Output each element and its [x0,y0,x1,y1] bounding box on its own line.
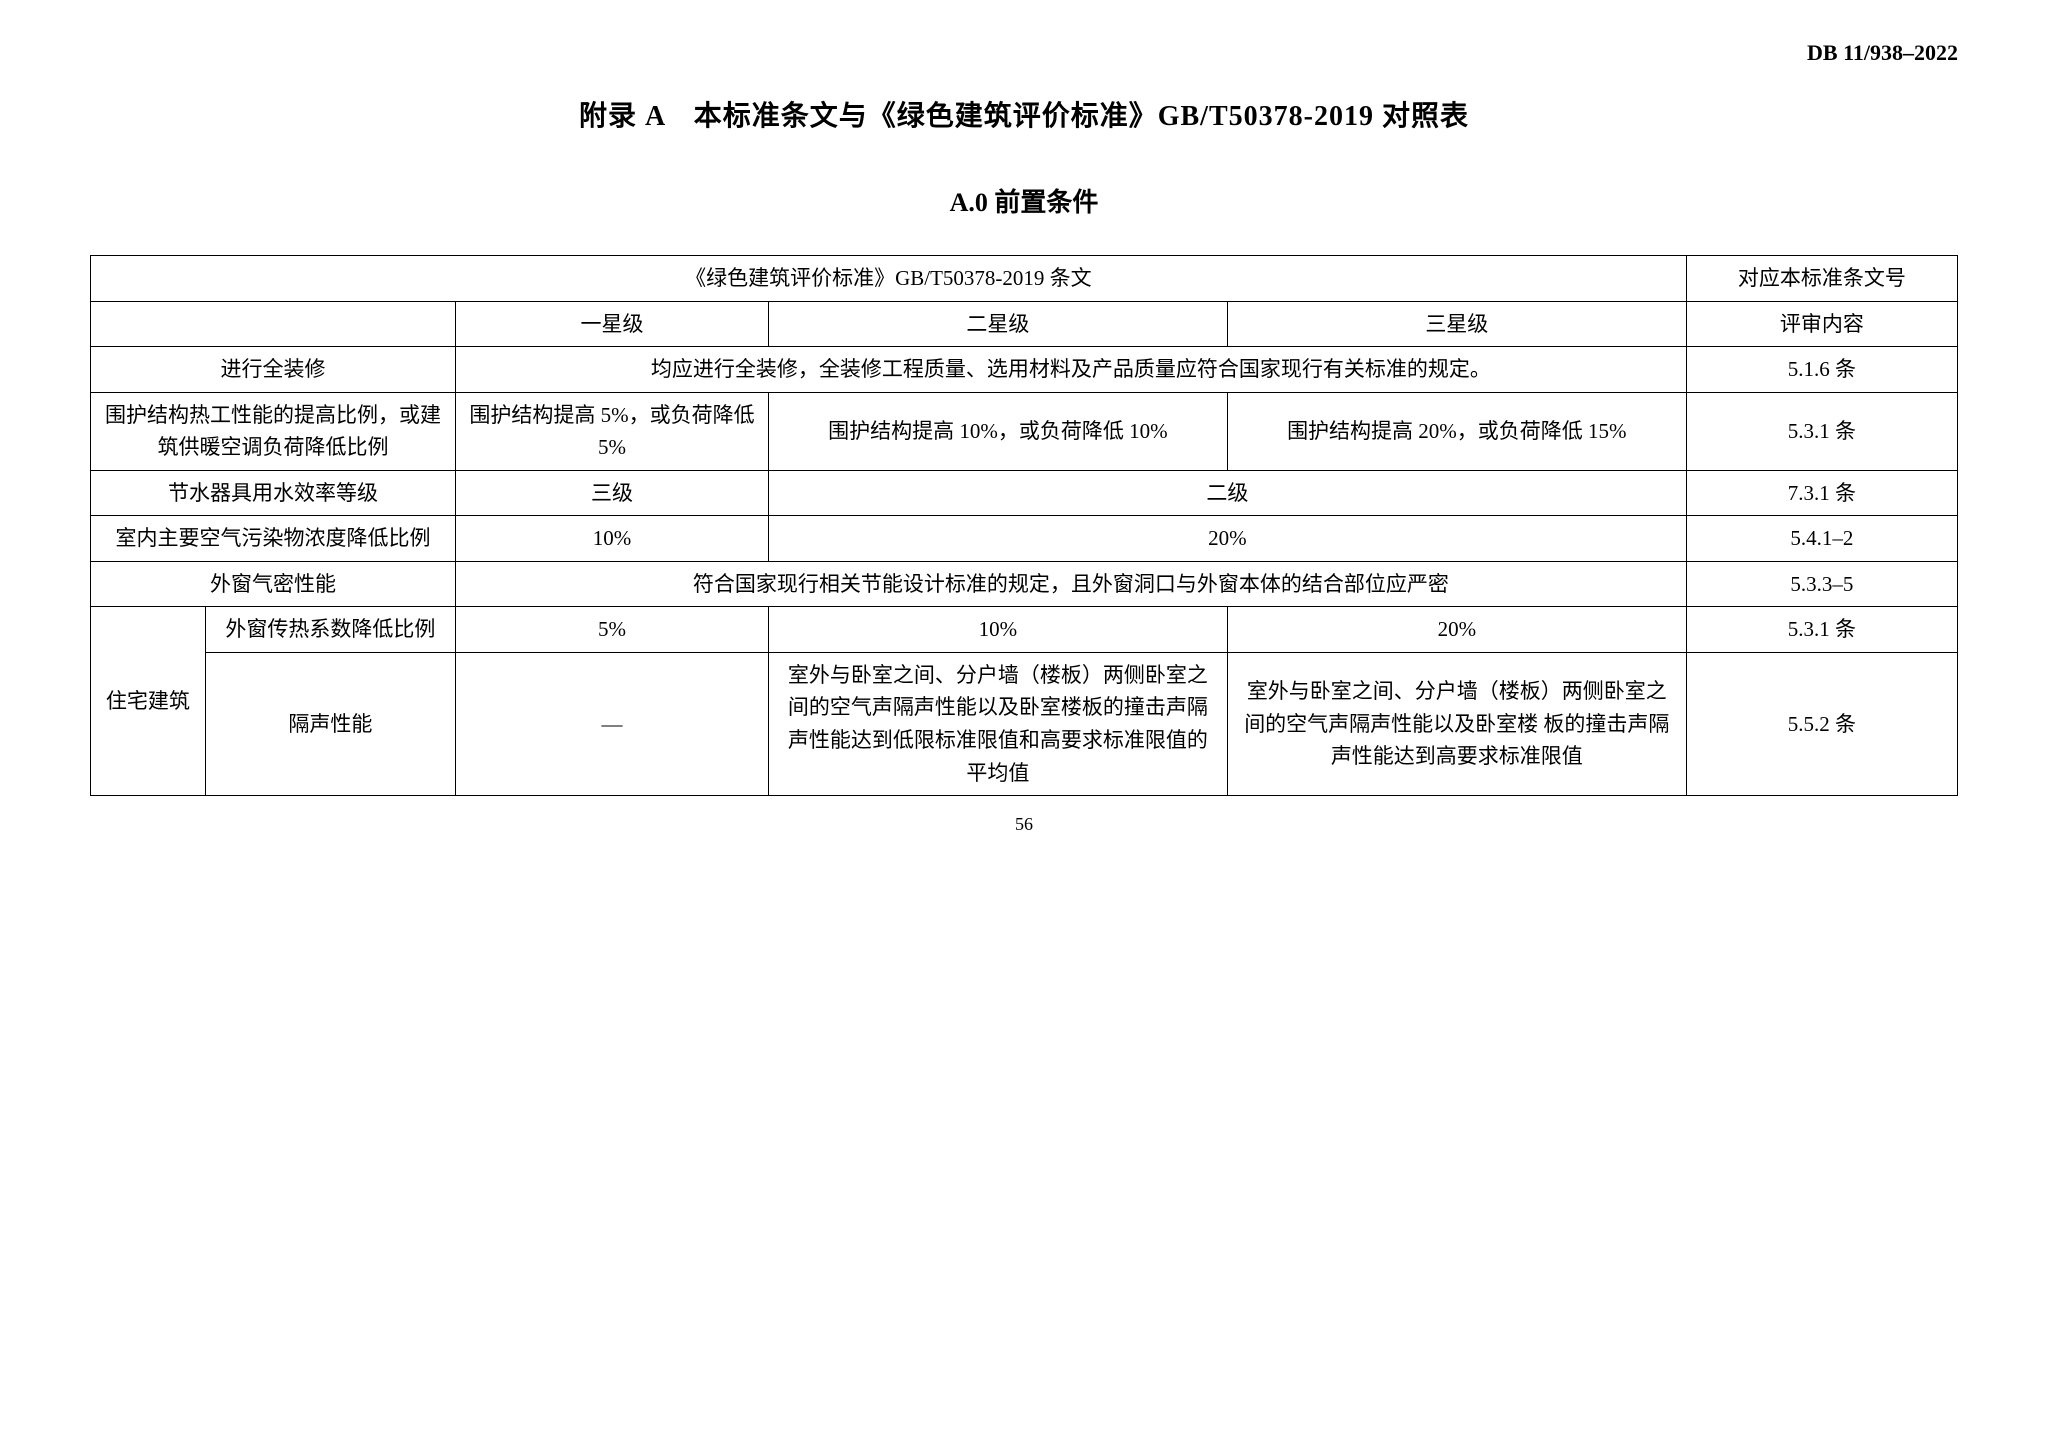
row-label: 外窗气密性能 [91,561,456,607]
cell-star3: 室外与卧室之间、分户墙（楼板）两侧卧室之间的空气声隔声性能以及卧室楼 板的撞击声… [1227,652,1686,795]
cell-ref: 7.3.1 条 [1686,470,1957,516]
cell-body: 符合国家现行相关节能设计标准的规定，且外窗洞口与外窗本体的结合部位应严密 [456,561,1687,607]
cell-star1: — [456,652,769,795]
header-empty [91,301,456,347]
row-sublabel: 隔声性能 [205,652,455,795]
row-label: 室内主要空气污染物浓度降低比例 [91,516,456,562]
row-label: 进行全装修 [91,347,456,393]
row-group-label: 住宅建筑 [91,607,206,796]
cell-star2: 室外与卧室之间、分户墙（楼板）两侧卧室之间的空气声隔声性能以及卧室楼板的撞击声隔… [768,652,1227,795]
cell-ref: 5.4.1–2 [1686,516,1957,562]
cell-star23: 二级 [768,470,1686,516]
cell-body: 均应进行全装修，全装修工程质量、选用材料及产品质量应符合国家现行有关标准的规定。 [456,347,1687,393]
cell-ref: 5.3.1 条 [1686,392,1957,470]
header-star3: 三星级 [1227,301,1686,347]
row-label: 节水器具用水效率等级 [91,470,456,516]
table-row: 室内主要空气污染物浓度降低比例 10% 20% 5.4.1–2 [91,516,1958,562]
header-star1: 一星级 [456,301,769,347]
cell-star1: 5% [456,607,769,653]
cell-star23: 20% [768,516,1686,562]
cell-ref: 5.1.6 条 [1686,347,1957,393]
table-row: 隔声性能 — 室外与卧室之间、分户墙（楼板）两侧卧室之间的空气声隔声性能以及卧室… [91,652,1958,795]
table-row: 节水器具用水效率等级 三级 二级 7.3.1 条 [91,470,1958,516]
cell-star1: 三级 [456,470,769,516]
cell-star1: 围护结构提高 5%，或负荷降低 5% [456,392,769,470]
table-row: 进行全装修 均应进行全装修，全装修工程质量、选用材料及产品质量应符合国家现行有关… [91,347,1958,393]
section-title: A.0 前置条件 [90,182,1958,219]
cell-star1: 10% [456,516,769,562]
table-row: 外窗气密性能 符合国家现行相关节能设计标准的规定，且外窗洞口与外窗本体的结合部位… [91,561,1958,607]
row-sublabel: 外窗传热系数降低比例 [205,607,455,653]
table-row: 围护结构热工性能的提高比例，或建筑供暖空调负荷降低比例 围护结构提高 5%，或负… [91,392,1958,470]
cell-ref: 5.3.3–5 [1686,561,1957,607]
appendix-title: 附录 A 本标准条文与《绿色建筑评价标准》GB/T50378-2019 对照表 [90,94,1958,134]
table-row: 一星级 二星级 三星级 评审内容 [91,301,1958,347]
document-code: DB 11/938–2022 [90,40,1958,66]
header-star2: 二星级 [768,301,1227,347]
cell-ref: 5.3.1 条 [1686,607,1957,653]
row-label: 围护结构热工性能的提高比例，或建筑供暖空调负荷降低比例 [91,392,456,470]
comparison-table: 《绿色建筑评价标准》GB/T50378-2019 条文 对应本标准条文号 一星级… [90,255,1958,796]
header-local-clause: 对应本标准条文号 [1686,256,1957,302]
cell-star2: 10% [768,607,1227,653]
table-row: 《绿色建筑评价标准》GB/T50378-2019 条文 对应本标准条文号 [91,256,1958,302]
cell-star2: 围护结构提高 10%，或负荷降低 10% [768,392,1227,470]
header-review: 评审内容 [1686,301,1957,347]
page-number: 56 [90,814,1958,835]
table-row: 住宅建筑 外窗传热系数降低比例 5% 10% 20% 5.3.1 条 [91,607,1958,653]
cell-star3: 20% [1227,607,1686,653]
cell-star3: 围护结构提高 20%，或负荷降低 15% [1227,392,1686,470]
header-gb-clause: 《绿色建筑评价标准》GB/T50378-2019 条文 [91,256,1687,302]
cell-ref: 5.5.2 条 [1686,652,1957,795]
